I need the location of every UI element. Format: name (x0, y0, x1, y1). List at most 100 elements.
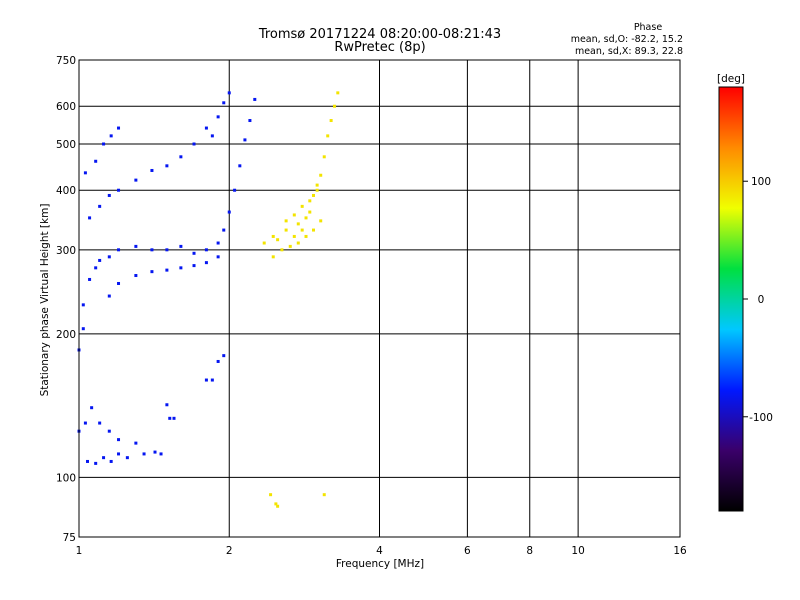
x-axis-ticks: 1 2 4 6 8 10 16 (76, 545, 687, 557)
echo-point (227, 91, 231, 95)
y-tick-label: 100 (56, 472, 76, 484)
echo-point (253, 97, 257, 101)
echo-point (227, 210, 231, 214)
phase-colorbar: -100 0 100 (718, 86, 773, 512)
colorbar-unit: [deg] (717, 73, 745, 85)
echo-point (168, 416, 172, 420)
echo-point (284, 228, 288, 232)
echo-point (308, 210, 312, 214)
colorbar-tick-label: 0 (758, 294, 765, 306)
y-axis-ticks: 75 100 200 300 400 500 600 750 (56, 55, 76, 544)
x-tick-label: 1 (76, 545, 83, 557)
echo-point (222, 101, 226, 105)
echo-point (125, 456, 129, 460)
echo-point (204, 378, 208, 382)
echo-point (94, 461, 98, 465)
y-tick-label: 600 (56, 101, 76, 113)
y-tick-label: 300 (56, 245, 76, 257)
echo-point (165, 268, 169, 272)
echo-point (322, 155, 326, 159)
echo-point (172, 416, 176, 420)
echo-point (81, 303, 85, 307)
echo-point (134, 441, 138, 445)
echo-point (243, 138, 247, 142)
echo-point (315, 188, 319, 192)
echo-point (117, 248, 121, 252)
echo-point (292, 234, 296, 238)
y-tick-label: 500 (56, 139, 76, 151)
echo-point (192, 142, 196, 146)
echo-point (326, 134, 330, 138)
echo-point (134, 274, 138, 278)
echo-point (284, 219, 288, 223)
echo-point (276, 504, 280, 508)
echo-point (134, 244, 138, 248)
echo-point (210, 378, 214, 382)
echo-point (88, 216, 92, 220)
echo-point (117, 281, 121, 285)
echo-point (153, 450, 157, 454)
echo-point (179, 155, 183, 159)
echo-point (304, 216, 308, 220)
x-tick-label: 10 (571, 545, 584, 557)
echo-point (296, 241, 300, 245)
echo-point (311, 228, 315, 232)
echo-point (271, 255, 275, 259)
y-tick-label: 200 (56, 329, 76, 341)
echo-point (81, 327, 85, 331)
echo-points (77, 91, 340, 508)
echo-point (300, 228, 304, 232)
echo-point (134, 178, 138, 182)
echo-point (83, 421, 87, 425)
echo-point (271, 234, 275, 238)
echo-point (150, 270, 154, 274)
echo-point (86, 459, 90, 463)
x-tick-label: 2 (226, 545, 233, 557)
echo-point (238, 164, 242, 168)
echo-point (102, 456, 106, 460)
echo-point (292, 213, 296, 217)
echo-point (117, 188, 121, 192)
echo-point (142, 452, 146, 456)
x-axis-label: Frequency [MHz] (336, 558, 424, 570)
x-tick-label: 16 (673, 545, 687, 557)
echo-point (248, 119, 252, 123)
echo-point (165, 164, 169, 168)
echo-point (269, 493, 273, 497)
echo-point (319, 173, 323, 177)
echo-point (83, 171, 87, 175)
echo-point (98, 204, 102, 208)
echo-point (216, 241, 220, 245)
colorbar-tick-label: 100 (751, 176, 771, 188)
echo-point (150, 248, 154, 252)
echo-point (117, 126, 121, 130)
echo-point (150, 168, 154, 172)
echo-point (315, 183, 319, 187)
echo-point (336, 91, 340, 95)
phase-x-mode-stats: mean, sd,X: 89.3, 22.8 (575, 46, 683, 57)
phase-heading: Phase (634, 22, 663, 33)
echo-point (117, 452, 121, 456)
colorbar-tick-label: -100 (749, 412, 773, 424)
echo-point (98, 258, 102, 262)
x-tick-label: 6 (464, 545, 471, 557)
echo-point (288, 244, 292, 248)
echo-point (102, 142, 106, 146)
echo-point (276, 238, 280, 242)
echo-point (204, 126, 208, 130)
echo-point (109, 134, 113, 138)
echo-point (204, 248, 208, 252)
echo-point (319, 219, 323, 223)
echo-point (107, 294, 111, 298)
echo-point (179, 266, 183, 270)
echo-point (304, 234, 308, 238)
echo-point (88, 277, 92, 281)
echo-point (216, 359, 220, 363)
echo-point (262, 241, 266, 245)
y-tick-label: 400 (56, 185, 76, 197)
phase-o-mode-stats: mean, sd,O: -82.2, 15.2 (571, 34, 683, 45)
echo-point (308, 199, 312, 203)
echo-point (90, 406, 94, 410)
echo-point (216, 255, 220, 259)
